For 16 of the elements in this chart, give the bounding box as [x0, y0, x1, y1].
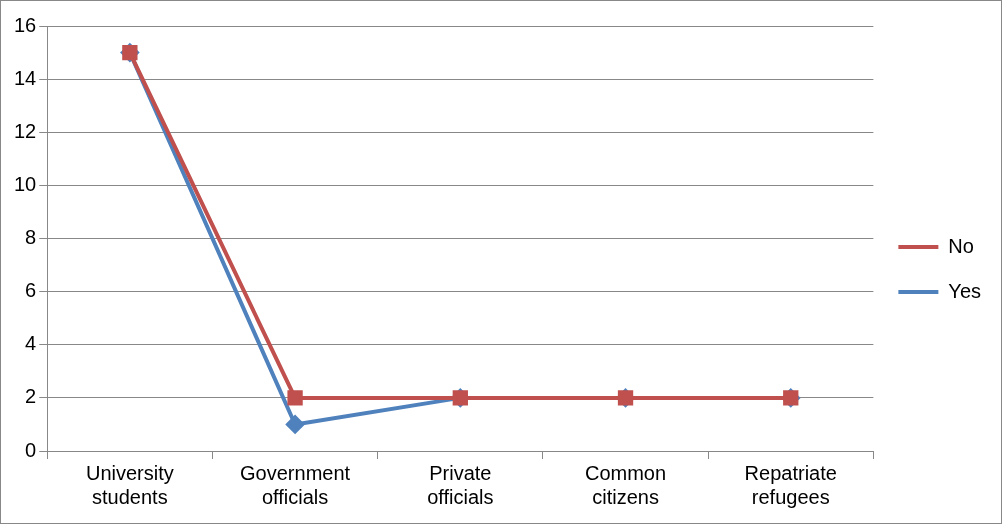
x-tick-label: Private officials — [427, 461, 494, 508]
y-tick-label: 14 — [14, 66, 37, 89]
y-tick-label: 8 — [25, 226, 37, 249]
x-tick-label: Repatriate refugees — [744, 461, 837, 508]
legend-label: No — [948, 234, 974, 257]
y-tick-label: 4 — [25, 332, 37, 355]
y-tick-label: 16 — [14, 13, 37, 36]
x-tick-label: University students — [85, 461, 174, 508]
y-tick-label: 0 — [25, 438, 37, 461]
y-tick-label: 2 — [25, 385, 37, 408]
y-tick-label: 12 — [14, 119, 37, 142]
y-tick-label: 10 — [14, 172, 37, 195]
x-tick-label: Common citizens — [584, 461, 667, 508]
y-tick-label: 6 — [25, 279, 37, 302]
legend-label: Yes — [948, 279, 982, 302]
x-tick-label: Government officials — [240, 461, 351, 508]
